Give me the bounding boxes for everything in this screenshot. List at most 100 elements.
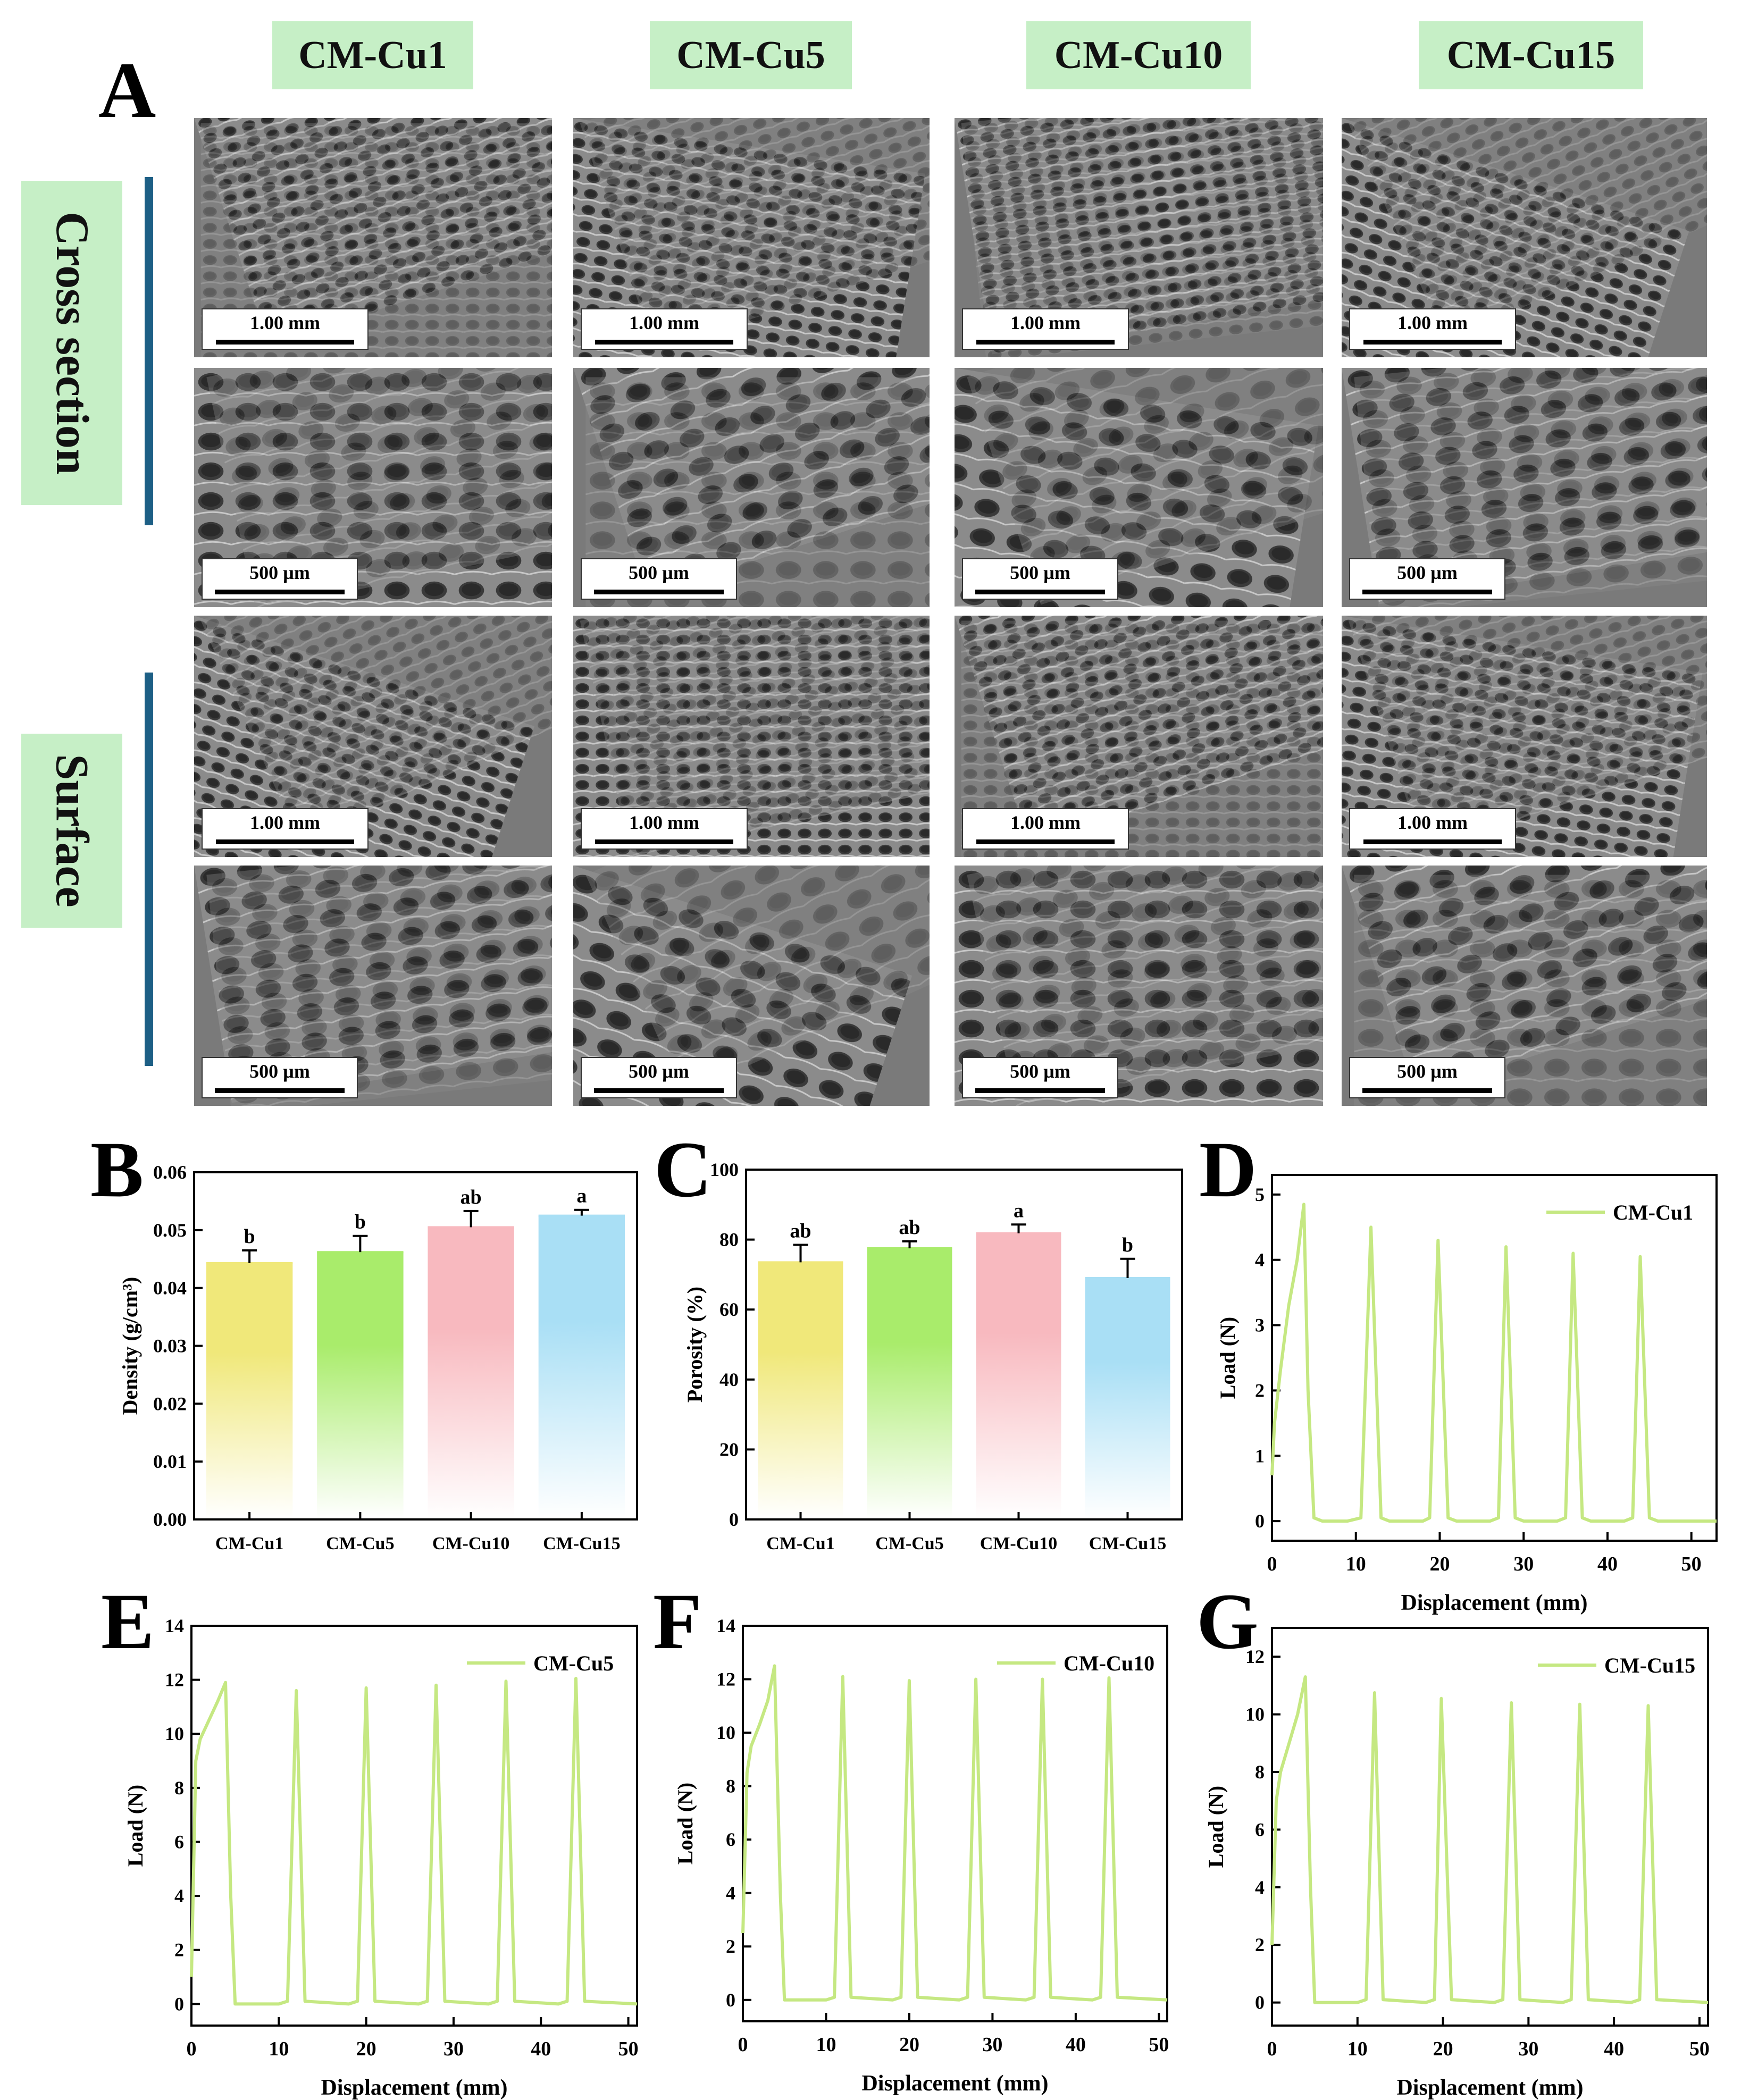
- chart-d-frame: [1271, 1174, 1718, 1542]
- scale-bar-r3-c1: 1.00 mm: [202, 808, 369, 850]
- chart-f-frame: [742, 1625, 1168, 2022]
- chart-e-xtick-label: 40: [531, 2038, 551, 2060]
- chart-d-xtick-label: 50: [1681, 1553, 1702, 1575]
- chart-d-xtick-label: 10: [1346, 1553, 1366, 1575]
- scale-bar-line: [215, 340, 355, 345]
- chart-c-bar-3: [976, 1233, 1061, 1518]
- chart-c-ytick-label: 0: [729, 1509, 739, 1530]
- chart-g-ytick-label: 12: [1245, 1646, 1265, 1667]
- chart-f-ytick-label: 4: [726, 1883, 735, 1904]
- chart-b-ytick-label: 0.02: [153, 1393, 187, 1414]
- chart-f-ytick-label: 0: [726, 1989, 735, 2011]
- chart-b-xtick-label: CM-Cu1: [215, 1534, 283, 1553]
- chart-f-xtick-label: 20: [899, 2034, 919, 2056]
- chart-d-ylabel: Load (N): [1216, 1317, 1240, 1399]
- chart-e-xtick-label: 10: [269, 2038, 289, 2060]
- sem-image-r4-c3: 500 µm: [955, 866, 1323, 1106]
- scale-bar-r3-c3: 1.00 mm: [962, 808, 1129, 850]
- chart-g-ylabel: Load (N): [1204, 1786, 1228, 1868]
- chart-d-xtick-label: 30: [1513, 1553, 1534, 1575]
- sem-image-r1-c3: 1.00 mm: [955, 118, 1323, 357]
- chart-c-xtick-label: CM-Cu5: [875, 1534, 943, 1553]
- chart-b-ylabel: Density (g/cm³): [118, 1277, 142, 1415]
- chart-d-ytick-label: 3: [1255, 1315, 1265, 1336]
- chart-e-ytick-label: 12: [165, 1669, 184, 1691]
- sem-image-r2-c2: 500 µm: [573, 368, 930, 607]
- row-label-cross-section: Cross section: [21, 181, 122, 505]
- chart-f-xtick-label: 50: [1149, 2034, 1169, 2056]
- chart-g-ytick-label: 4: [1255, 1877, 1265, 1898]
- scale-bar-label: 500 µm: [1397, 1061, 1458, 1082]
- scale-bar-line: [215, 590, 345, 594]
- scale-bar-r4-c1: 500 µm: [202, 1057, 358, 1098]
- chart-c-xtick-label: CM-Cu10: [980, 1534, 1057, 1553]
- chart-b-bar-1: [206, 1263, 293, 1518]
- chart-c-ylabel: Porosity (%): [683, 1287, 707, 1402]
- chart-e-ytick-label: 14: [165, 1615, 184, 1636]
- scale-bar-label: 500 µm: [629, 562, 689, 583]
- chart-c-frame: [745, 1169, 1183, 1521]
- chart-e-ytick-label: 2: [174, 1939, 184, 1961]
- column-label-cm-cu15: CM-Cu15: [1419, 21, 1643, 89]
- chart-c-ytick-label: 20: [719, 1439, 739, 1460]
- sem-image-r2-c3: 500 µm: [955, 368, 1323, 607]
- chart-g-ytick-label: 2: [1255, 1934, 1265, 1955]
- sem-image-r1-c1: 1.00 mm: [194, 118, 552, 357]
- sem-image-r1-c4: 1.00 mm: [1342, 118, 1707, 357]
- chart-b-sig-letter-4: a: [576, 1185, 587, 1207]
- chart-d-xtick-label: 40: [1597, 1553, 1618, 1575]
- scale-bar-label: 1.00 mm: [629, 312, 699, 333]
- scale-bar-line: [975, 590, 1105, 594]
- chart-b-ytick-label: 0.01: [153, 1451, 187, 1472]
- scale-bar-line: [975, 1088, 1105, 1093]
- chart-c-bar-2: [867, 1248, 952, 1518]
- chart-b-bar-3: [428, 1227, 514, 1518]
- chart-g-ytick-label: 8: [1255, 1761, 1265, 1783]
- scale-bar-label: 500 µm: [1010, 562, 1070, 583]
- chart-f-ytick-label: 12: [716, 1669, 735, 1690]
- scale-bar-label: 500 µm: [629, 1061, 689, 1082]
- column-label-cm-cu10: CM-Cu10: [1026, 21, 1251, 89]
- scale-bar-line: [1362, 1088, 1492, 1093]
- sem-image-r4-c2: 500 µm: [573, 866, 930, 1106]
- chart-d-xtick-label: 0: [1267, 1553, 1277, 1575]
- scale-bar-line: [1362, 590, 1492, 594]
- chart-e-ytick-label: 0: [174, 1993, 184, 2014]
- chart-f-ytick-label: 14: [716, 1615, 735, 1636]
- scale-bar-r4-c2: 500 µm: [581, 1057, 737, 1098]
- chart-g-xlabel: Displacement (mm): [1396, 2076, 1583, 2100]
- chart-b-ytick-label: 0.05: [153, 1220, 187, 1241]
- surface-bracket: [145, 673, 153, 1066]
- chart-g-xtick-label: 20: [1433, 2038, 1453, 2060]
- chart-c-ytick-label: 80: [719, 1229, 739, 1250]
- chart-f-xtick-label: 0: [738, 2034, 748, 2056]
- chart-c-ytick-label: 40: [719, 1369, 739, 1390]
- scale-bar-line: [1363, 340, 1502, 345]
- chart-d-ytick-label: 5: [1255, 1184, 1265, 1205]
- column-label-cm-cu1: CM-Cu1: [272, 21, 473, 89]
- chart-g-ytick-label: 6: [1255, 1819, 1265, 1840]
- chart-c-xtick-label: CM-Cu1: [766, 1534, 834, 1553]
- scale-bar-r3-c2: 1.00 mm: [581, 808, 748, 850]
- cross-section-bracket: [145, 177, 153, 525]
- chart-b-xtick-label: CM-Cu5: [326, 1534, 394, 1553]
- row-label-surface: Surface: [21, 734, 122, 928]
- chart-d-ytick-label: 4: [1255, 1249, 1265, 1271]
- chart-b-xtick-label: CM-Cu15: [543, 1534, 620, 1553]
- chart-c-bar-4: [1085, 1278, 1170, 1518]
- scale-bar-line: [594, 590, 724, 594]
- scale-bar-label: 1.00 mm: [1010, 812, 1081, 833]
- chart-b-bar-2: [317, 1252, 404, 1518]
- scale-bar-r1-c4: 1.00 mm: [1349, 308, 1516, 350]
- chart-c-sig-letter-1: ab: [790, 1220, 811, 1242]
- scale-bar-line: [1363, 839, 1502, 844]
- sem-image-r2-c1: 500 µm: [194, 368, 552, 607]
- scale-bar-r4-c3: 500 µm: [962, 1057, 1118, 1098]
- scale-bar-label: 1.00 mm: [250, 312, 320, 333]
- chart-d-ytick-label: 0: [1255, 1510, 1265, 1532]
- scale-bar-label: 1.00 mm: [1397, 812, 1468, 833]
- sem-image-r4-c4: 500 µm: [1342, 866, 1707, 1106]
- chart-f-xtick-label: 40: [1066, 2034, 1086, 2056]
- panel-letter-b: B: [90, 1125, 144, 1214]
